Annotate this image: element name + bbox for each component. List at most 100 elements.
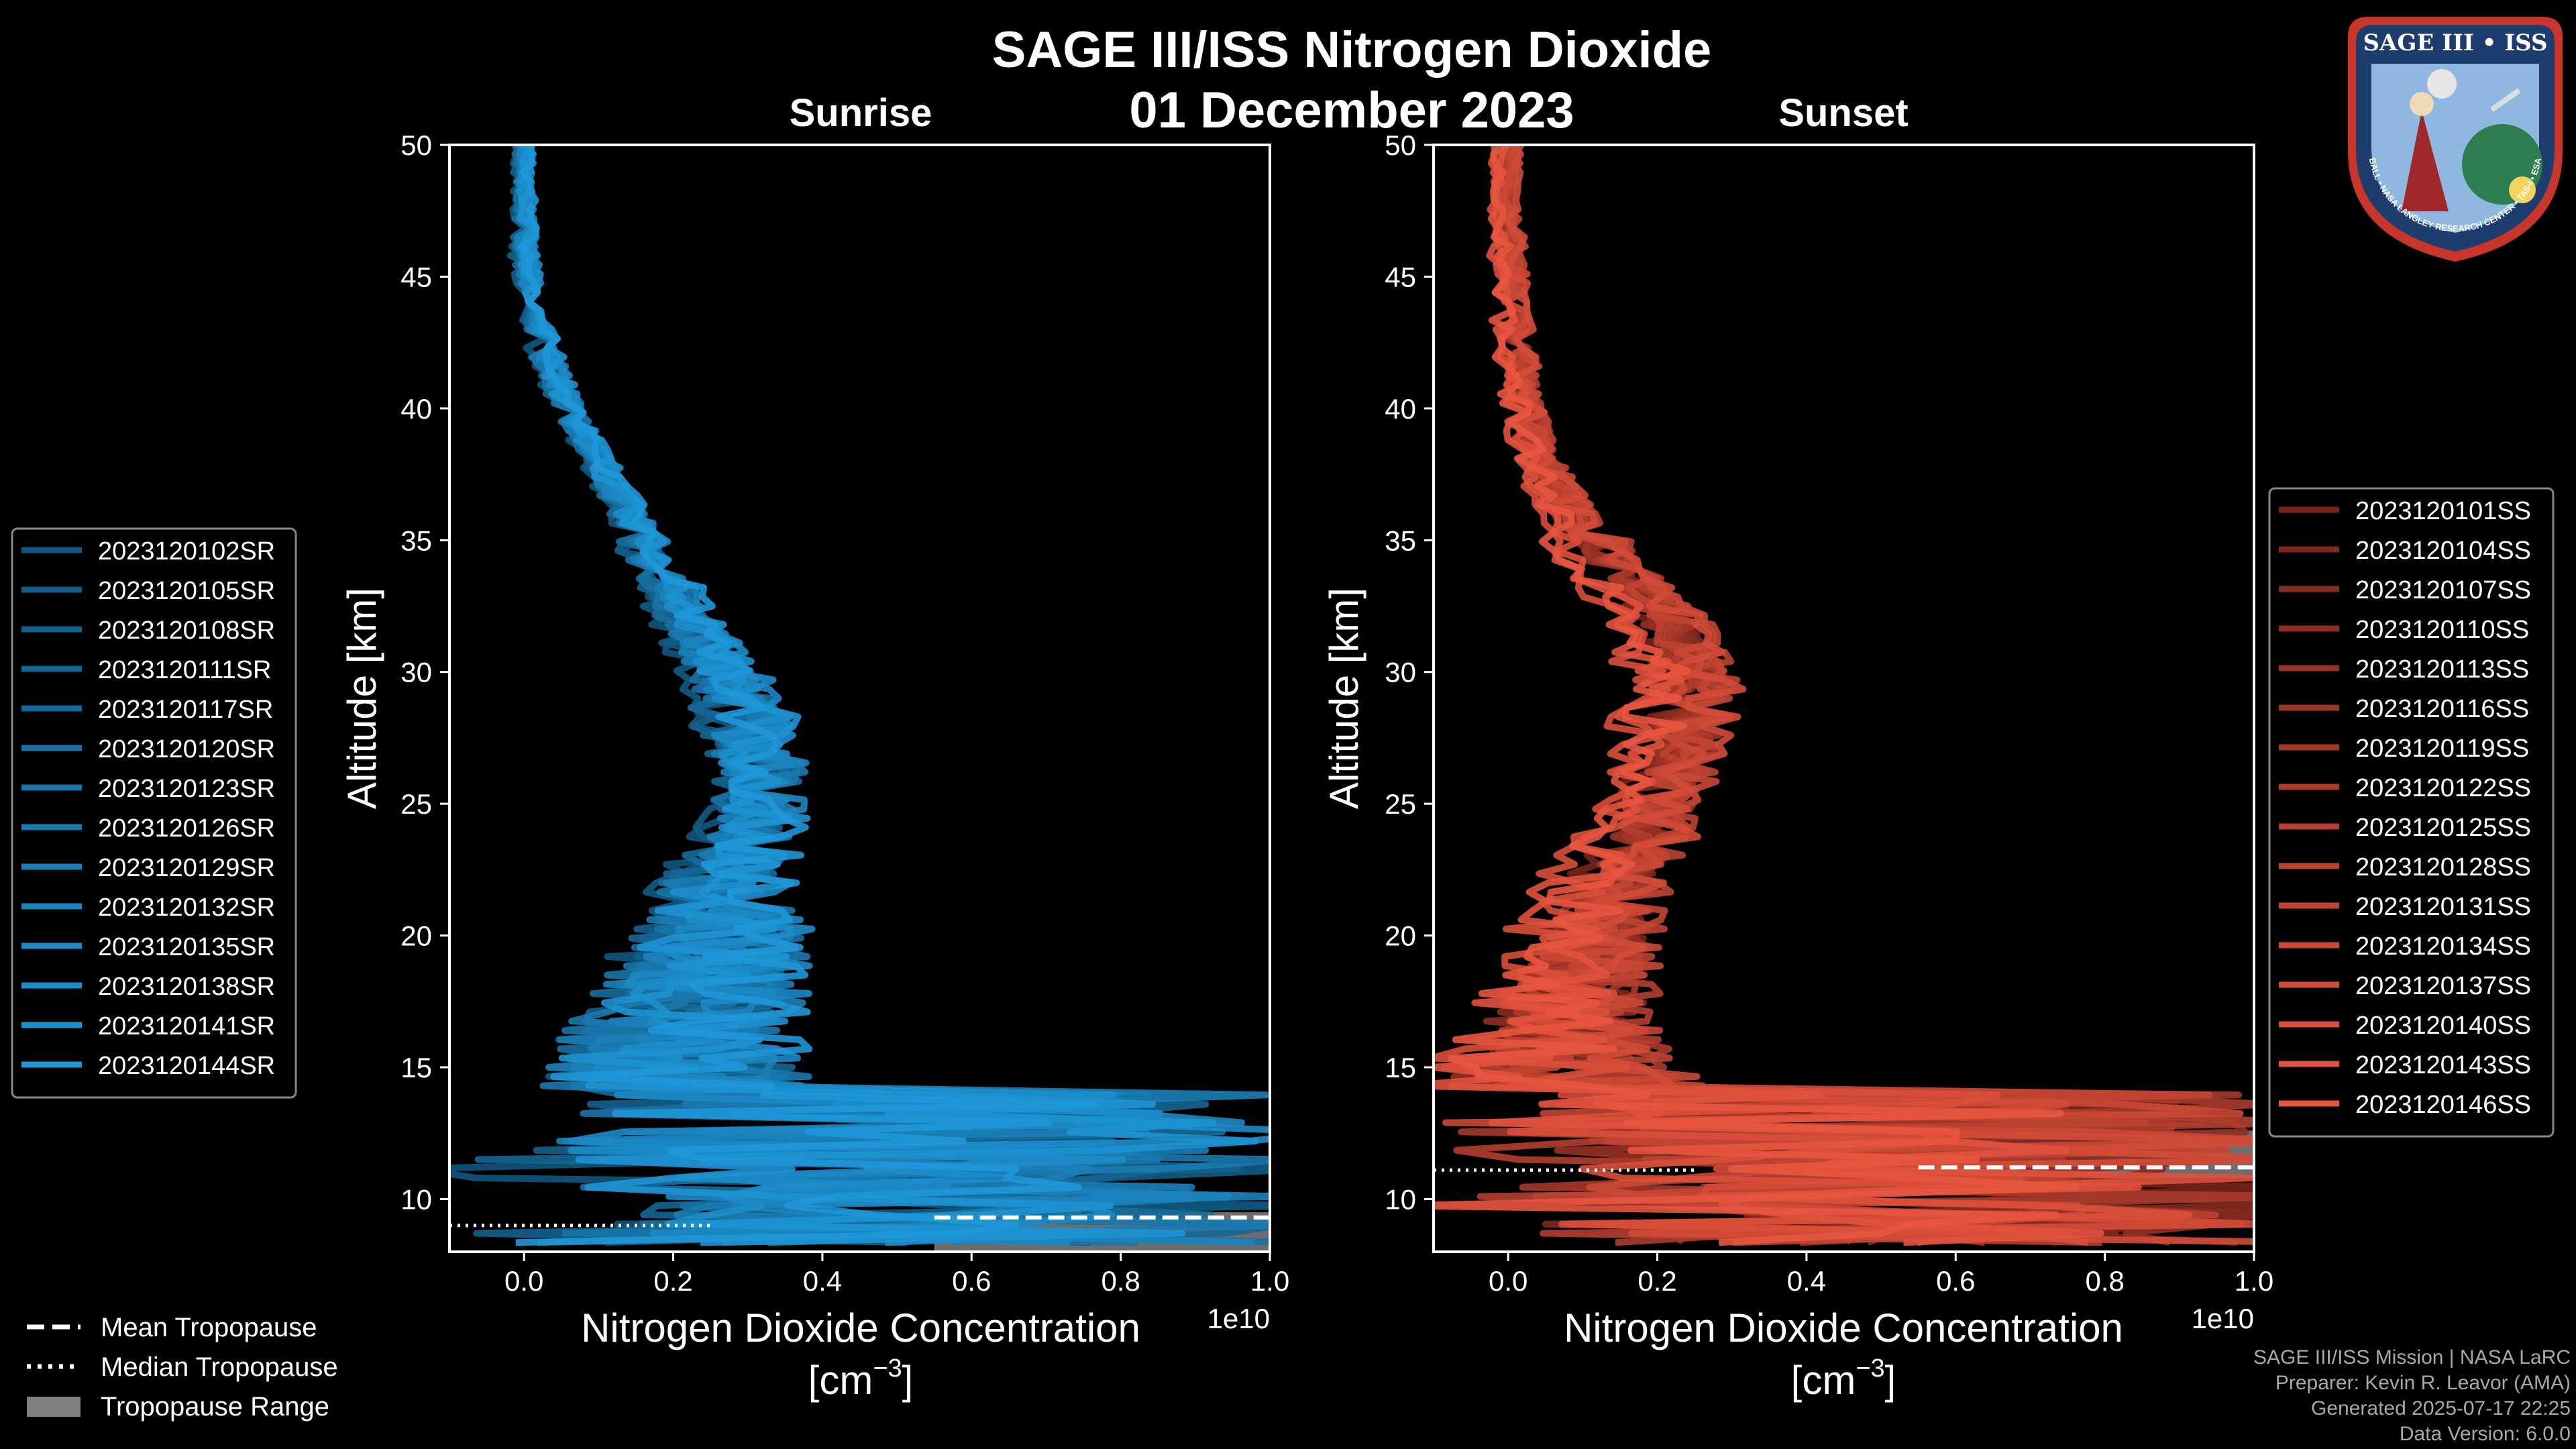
sr-x-tick-label: 1.0 xyxy=(1250,1265,1289,1297)
credits-preparer: Preparer: Kevin R. Leavor (AMA) xyxy=(2275,1372,2571,1394)
ss-y-tick-label: 45 xyxy=(1385,261,1416,292)
sr-y-tick-label: 15 xyxy=(400,1052,432,1083)
credits-mission: SAGE III/ISS Mission | NASA LaRC xyxy=(2253,1346,2571,1368)
ss-legend-item: 2023120137SS xyxy=(2355,972,2531,1000)
sr-legend-item: 2023120135SR xyxy=(98,933,275,961)
tropopause-range-swatch xyxy=(27,1397,80,1417)
sr-legend-frame xyxy=(11,527,297,1099)
ss-legend-item: 2023120131SS xyxy=(2355,893,2531,921)
ss-y-tick-label: 35 xyxy=(1385,525,1416,556)
sunset-panel-label: Sunset xyxy=(1778,91,1908,135)
sr-legend-item: 2023120144SR xyxy=(98,1052,275,1080)
ss-x-tick-label: 0.8 xyxy=(2085,1265,2124,1297)
logo-title: SAGE III • ISS xyxy=(2363,30,2547,56)
sr-y-tick-label: 50 xyxy=(400,129,432,161)
ss-x-tick-label: 0.6 xyxy=(1936,1265,1975,1297)
sr-legend-item: 2023120132SR xyxy=(98,894,275,922)
sr-x-tick-label: 0.0 xyxy=(504,1265,543,1297)
sr-y-tick-label: 25 xyxy=(400,788,432,820)
sunrise-chart: 0.0 0.2 0.4 0.6 0.8 1.0 10 15 20 25 30 35 40 45 50 1e1… xyxy=(339,129,1289,1403)
ss-legend-item: 2023120110SS xyxy=(2355,616,2529,644)
sr-x-tick-label: 0.2 xyxy=(653,1265,692,1297)
figure-date: 01 December 2023 xyxy=(1129,82,1574,139)
sunset-axis-ticks: 0.0 0.2 0.4 0.6 0.8 1.0 10 15 20 25 30 35 40 45 50 xyxy=(1385,129,2273,1297)
sr-legend-item: 2023120108SR xyxy=(98,616,275,645)
ss-legend-item: 2023120125SS xyxy=(2355,814,2531,842)
mean-tropopause-label: Mean Tropopause xyxy=(101,1313,317,1342)
ss-legend-item: 2023120107SS xyxy=(2355,576,2531,604)
ss-y-tick-label: 15 xyxy=(1385,1052,1416,1083)
sr-y-tick-label: 20 xyxy=(400,920,432,952)
ss-y-tick-label: 40 xyxy=(1385,393,1416,425)
ss-legend-item: 2023120113SS xyxy=(2355,655,2529,684)
sr-legend-item: 2023120123SR xyxy=(98,775,275,803)
sunset-x-axis-label: Nitrogen Dioxide Concentration xyxy=(1564,1305,2123,1350)
tropopause-legend: Mean Tropopause Median Tropopause Tropop… xyxy=(27,1313,338,1421)
sr-legend-item: 2023120141SR xyxy=(98,1012,275,1040)
sr-profile-2023120144SR xyxy=(515,145,1101,1246)
sr-y-tick-label: 45 xyxy=(400,261,432,292)
ss-profile-2023120137SS xyxy=(1501,145,2254,1245)
sr-legend-item: 2023120111SR xyxy=(98,656,272,684)
ss-y-tick-label: 30 xyxy=(1385,657,1416,688)
ss-legend-item: 2023120101SS xyxy=(2355,497,2531,525)
sr-y-tick-label: 35 xyxy=(400,525,432,556)
sr-x-tick-label: 0.6 xyxy=(952,1265,991,1297)
ss-legend-item: 2023120143SS xyxy=(2355,1051,2531,1079)
sunrise-y-axis-label: Altitude [km] xyxy=(339,588,384,809)
sr-legend-item: 2023120129SR xyxy=(98,854,275,882)
sr-legend-item: 2023120126SR xyxy=(98,814,275,843)
sr-legend-item: 2023120105SR xyxy=(98,577,275,605)
median-tropopause-label: Median Tropopause xyxy=(101,1352,338,1382)
sunset-chart: 0.0 0.2 0.4 0.6 0.8 1.0 10 15 20 25 30 35 40 45 50 1e1… xyxy=(1322,129,2273,1403)
sr-y-tick-label: 40 xyxy=(400,393,432,425)
ss-legend-item: 2023120140SS xyxy=(2355,1012,2531,1040)
sunset-x-multiplier: 1e10 xyxy=(2192,1303,2254,1334)
sunset-plot-area xyxy=(1434,145,2254,1246)
sr-y-tick-label: 30 xyxy=(400,657,432,688)
ss-y-tick-label: 25 xyxy=(1385,788,1416,820)
ss-y-tick-label: 20 xyxy=(1385,920,1416,952)
sr-legend-item: 2023120120SR xyxy=(98,735,275,763)
ss-legend-frame xyxy=(2268,487,2555,1138)
ss-x-tick-label: 0.2 xyxy=(1638,1265,1676,1297)
sunset-y-axis-label: Altitude [km] xyxy=(1322,588,1366,809)
sr-legend-item: 2023120138SR xyxy=(98,973,275,1001)
sunrise-axes-frame xyxy=(448,144,1271,1253)
sr-y-tick-label: 10 xyxy=(400,1183,432,1215)
figure-title: SAGE III/ISS Nitrogen Dioxide xyxy=(992,21,1712,78)
sunrise-axis-ticks: 0.0 0.2 0.4 0.6 0.8 1.0 10 15 20 25 30 35 40 45 50 xyxy=(400,129,1289,1297)
sunrise-legend: 2023120102SR 2023120105SR 2023120108SR 2023… xyxy=(11,527,297,1099)
sunrise-x-axis-unit: [cm−3] xyxy=(808,1354,914,1403)
sunrise-x-multiplier: 1e10 xyxy=(1208,1303,1270,1334)
sunrise-plot-area xyxy=(449,145,1270,1252)
ss-x-tick-label: 0.0 xyxy=(1489,1265,1527,1297)
sunset-x-axis-unit: [cm−3] xyxy=(1791,1354,1896,1403)
ss-legend-item: 2023120119SS xyxy=(2355,735,2529,763)
ss-legend-item: 2023120146SS xyxy=(2355,1091,2531,1119)
sunset-legend: 2023120101SS 2023120104SS 2023120107SS 2023… xyxy=(2268,487,2555,1138)
ss-legend-item: 2023120134SS xyxy=(2355,932,2531,961)
ss-x-tick-label: 1.0 xyxy=(2235,1265,2273,1297)
tropopause-range-label: Tropopause Range xyxy=(101,1392,329,1421)
ss-legend-item: 2023120104SS xyxy=(2355,537,2531,565)
sr-legend-item: 2023120117SR xyxy=(98,696,273,724)
credits-block: SAGE III/ISS Mission | NASA LaRC Prepare… xyxy=(2253,1345,2571,1447)
ss-x-tick-label: 0.4 xyxy=(1787,1265,1826,1297)
credits-data-version: Data Version: 6.0.0 xyxy=(2399,1423,2571,1445)
ss-profile-2023120146SS xyxy=(1434,145,2080,1246)
ss-legend-item: 2023120122SS xyxy=(2355,774,2531,802)
sage-iii-iss-logo: SAGE III • ISS BALL • NASA LANGLEY RESEA… xyxy=(2348,17,2563,262)
ss-legend-item: 2023120128SS xyxy=(2355,853,2531,881)
ss-y-tick-label: 50 xyxy=(1385,129,1416,161)
sr-x-tick-label: 0.4 xyxy=(803,1265,842,1297)
credits-generated: Generated 2025-07-17 22:25 xyxy=(2311,1397,2571,1419)
sr-x-tick-label: 0.8 xyxy=(1101,1265,1140,1297)
ss-legend-item: 2023120116SS xyxy=(2355,695,2529,723)
sunrise-panel-label: Sunrise xyxy=(790,91,932,135)
sunset-axes-frame xyxy=(1432,144,2255,1253)
sr-legend-item: 2023120102SR xyxy=(98,537,275,566)
ss-y-tick-label: 10 xyxy=(1385,1183,1416,1215)
sunrise-x-axis-label: Nitrogen Dioxide Concentration xyxy=(581,1305,1140,1350)
